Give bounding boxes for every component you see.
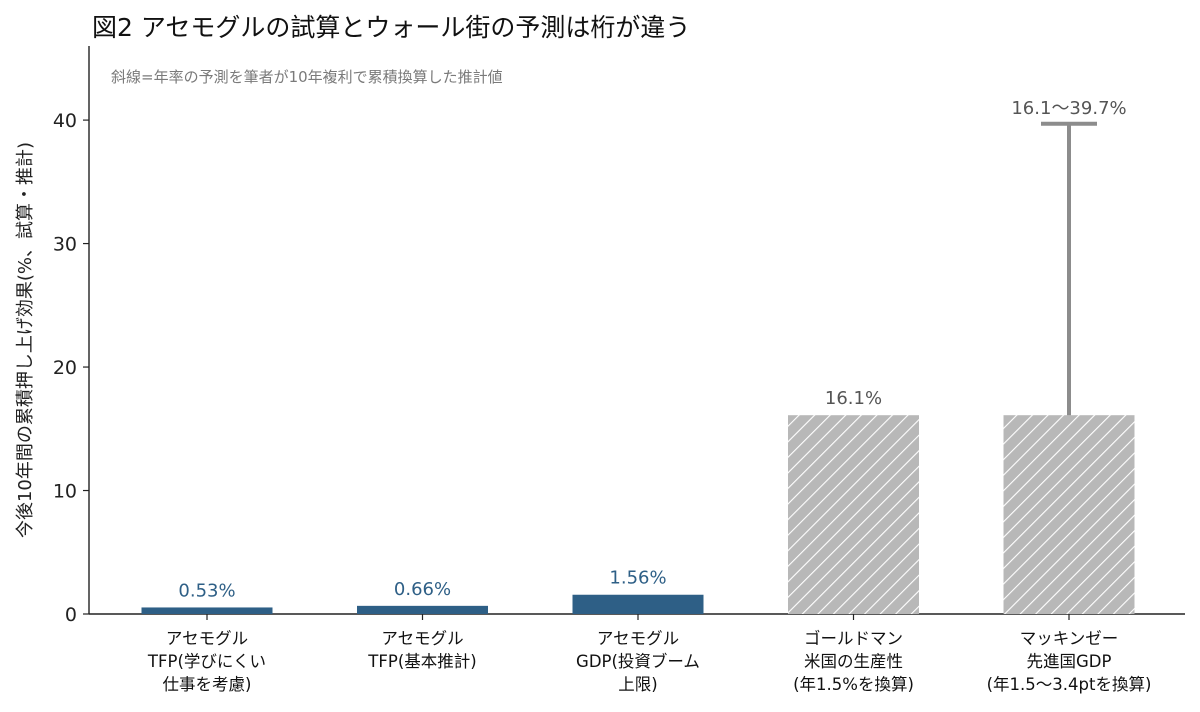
data-label: 0.66% xyxy=(394,579,451,600)
y-tick-label: 0 xyxy=(65,604,77,626)
x-tick-label: (年1.5〜3.4ptを換算) xyxy=(987,675,1152,694)
data-label: 0.53% xyxy=(178,580,235,601)
bar xyxy=(1003,415,1135,614)
bar xyxy=(788,415,919,614)
x-tick-label: アセモグル xyxy=(597,629,679,648)
x-tick-label: 先進国GDP xyxy=(1027,652,1112,671)
data-label: 16.1〜39.7% xyxy=(1011,98,1126,119)
x-tick-label: (年1.5%を換算) xyxy=(793,675,914,694)
x-tick-label: アセモグル xyxy=(381,629,463,648)
x-tick-label: ゴールドマン xyxy=(804,628,903,648)
y-tick-label: 20 xyxy=(53,357,77,379)
data-label: 1.56% xyxy=(609,568,666,589)
plot-area: 0 10 20 30 40 今後10年間の累積押し上げ効果(%、試算・推計) アセモグル TF… xyxy=(15,46,1185,694)
x-tick-label: アセモグル xyxy=(166,629,248,648)
y-tick-label: 30 xyxy=(53,234,77,256)
x-tick-label: 米国の生産性 xyxy=(804,652,903,671)
bar xyxy=(572,594,704,614)
x-tick-label: GDP(投資ブーム xyxy=(576,651,700,671)
bar xyxy=(141,607,273,614)
x-tick-label: TFP(学びにくい xyxy=(147,652,266,671)
y-tick-label: 40 xyxy=(53,110,77,132)
chart-title: 図2 アセモグルの試算とウォール街の予測は桁が違う xyxy=(92,13,691,42)
x-tick-label: TFP(基本推計) xyxy=(367,652,476,671)
x-tick-label: マッキンゼー xyxy=(1020,629,1119,648)
data-label: 16.1% xyxy=(825,388,882,409)
chart-note: 斜線=年率の予測を筆者が10年複利で累積換算した推計値 xyxy=(111,68,503,86)
y-tick-label: 10 xyxy=(53,481,77,503)
y-axis-label: 今後10年間の累積押し上げ効果(%、試算・推計) xyxy=(15,142,36,538)
bar xyxy=(357,605,488,614)
x-tick-label: 上限) xyxy=(618,675,657,694)
x-tick-label: 仕事を考慮) xyxy=(163,675,252,694)
